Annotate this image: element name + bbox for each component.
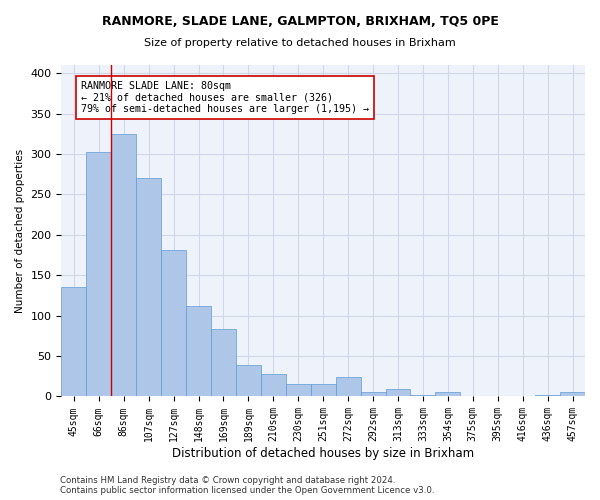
Text: RANMORE SLADE LANE: 80sqm
← 21% of detached houses are smaller (326)
79% of semi: RANMORE SLADE LANE: 80sqm ← 21% of detac… [82, 81, 370, 114]
Bar [111, 134, 136, 396]
Bar [261, 374, 286, 396]
Bar [161, 250, 186, 396]
Bar [535, 395, 560, 396]
Bar [335, 377, 361, 396]
Bar [136, 178, 161, 396]
Bar [410, 395, 436, 396]
Bar [560, 392, 585, 396]
Text: Size of property relative to detached houses in Brixham: Size of property relative to detached ho… [144, 38, 456, 48]
X-axis label: Distribution of detached houses by size in Brixham: Distribution of detached houses by size … [172, 447, 474, 460]
Bar [211, 328, 236, 396]
Text: RANMORE, SLADE LANE, GALMPTON, BRIXHAM, TQ5 0PE: RANMORE, SLADE LANE, GALMPTON, BRIXHAM, … [101, 15, 499, 28]
Bar [286, 384, 311, 396]
Y-axis label: Number of detached properties: Number of detached properties [15, 148, 25, 313]
Bar [236, 365, 261, 396]
Bar [311, 384, 335, 396]
Text: Contains public sector information licensed under the Open Government Licence v3: Contains public sector information licen… [60, 486, 434, 495]
Bar [436, 392, 460, 396]
Bar [61, 288, 86, 397]
Bar [386, 389, 410, 396]
Bar [361, 392, 386, 396]
Bar [186, 306, 211, 396]
Text: Contains HM Land Registry data © Crown copyright and database right 2024.: Contains HM Land Registry data © Crown c… [60, 476, 395, 485]
Bar [86, 152, 111, 396]
